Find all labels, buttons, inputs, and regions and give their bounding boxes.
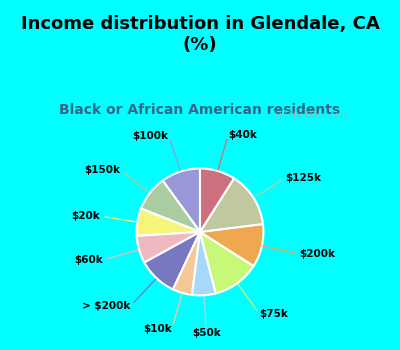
Text: $100k: $100k: [133, 131, 169, 141]
Wedge shape: [192, 232, 216, 295]
Wedge shape: [200, 168, 234, 232]
Wedge shape: [136, 209, 200, 236]
Text: Income distribution in Glendale, CA
(%): Income distribution in Glendale, CA (%): [21, 15, 379, 54]
Wedge shape: [200, 232, 254, 293]
Wedge shape: [200, 178, 263, 232]
Wedge shape: [141, 181, 200, 232]
Text: $20k: $20k: [71, 211, 100, 221]
Wedge shape: [144, 232, 200, 289]
Wedge shape: [173, 232, 200, 295]
Text: > $200k: > $200k: [82, 301, 131, 311]
Text: $75k: $75k: [260, 309, 288, 319]
Text: $150k: $150k: [84, 165, 120, 175]
Wedge shape: [200, 224, 264, 266]
Wedge shape: [137, 232, 200, 262]
Text: $40k: $40k: [228, 130, 257, 140]
Text: Black or African American residents: Black or African American residents: [60, 103, 340, 117]
Text: $200k: $200k: [299, 249, 335, 259]
Text: $10k: $10k: [143, 324, 172, 334]
Wedge shape: [163, 168, 200, 232]
Text: ⓘ City-Data.com: ⓘ City-Data.com: [276, 111, 348, 120]
Text: $60k: $60k: [74, 255, 103, 265]
Text: $50k: $50k: [192, 328, 221, 338]
Text: $125k: $125k: [286, 173, 322, 183]
